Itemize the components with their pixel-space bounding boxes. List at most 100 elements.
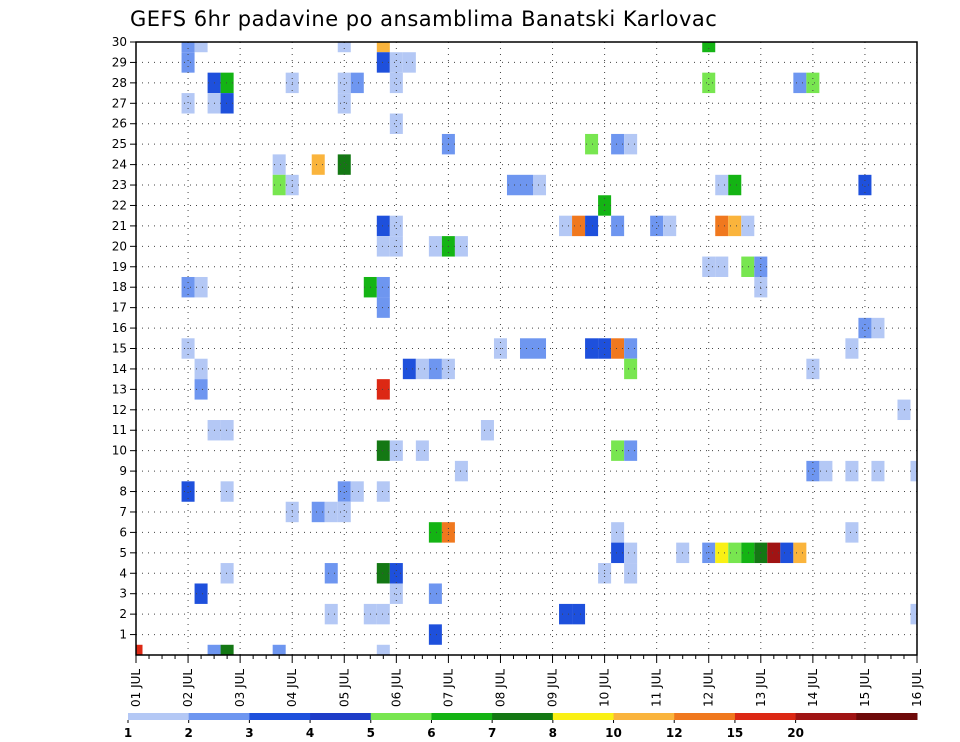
precip-cell bbox=[220, 644, 234, 655]
precip-cell bbox=[389, 563, 403, 584]
precip-cell bbox=[194, 583, 208, 604]
precip-cell bbox=[337, 481, 351, 502]
colorbar-swatch bbox=[370, 713, 432, 720]
precip-cell bbox=[806, 358, 820, 380]
precip-cell bbox=[624, 133, 638, 155]
precip-cell bbox=[428, 624, 442, 645]
precip-cell bbox=[389, 583, 403, 604]
precip-cell bbox=[337, 42, 351, 53]
colorbar-label: 15 bbox=[727, 726, 744, 740]
colorbar-label: 2 bbox=[185, 726, 193, 740]
precip-cell bbox=[806, 460, 820, 482]
precip-cell bbox=[611, 522, 625, 543]
precip-cell bbox=[311, 154, 325, 175]
x-tick-label: 08 JUL bbox=[493, 669, 507, 707]
colorbar-swatch bbox=[188, 713, 250, 720]
colorbar-swatch bbox=[431, 713, 493, 720]
colorbar-swatch bbox=[128, 713, 190, 720]
colorbar-swatch bbox=[552, 713, 615, 720]
precip-cell bbox=[376, 481, 390, 502]
precip-cell bbox=[376, 440, 390, 461]
colorbar-swatch bbox=[856, 713, 918, 720]
colorbar-swatch bbox=[734, 713, 797, 720]
precip-cell bbox=[845, 522, 859, 543]
colorbar-label: 1 bbox=[124, 726, 132, 740]
precip-cell bbox=[376, 42, 390, 53]
x-tick-label: 11 JUL bbox=[650, 669, 664, 707]
precip-cell bbox=[767, 542, 781, 564]
precip-cell bbox=[910, 603, 917, 625]
precip-cell bbox=[428, 522, 442, 543]
axes-layer: 1234567891011121314151617181920212223242… bbox=[112, 35, 924, 707]
precip-cell bbox=[376, 297, 390, 318]
precip-cell bbox=[624, 338, 638, 359]
precip-cell bbox=[728, 542, 742, 564]
x-tick-label: 14 JUL bbox=[806, 669, 820, 707]
x-tick-label: 09 JUL bbox=[546, 669, 560, 707]
y-tick-label: 19 bbox=[112, 260, 127, 274]
precip-cell bbox=[650, 215, 664, 237]
precip-cell bbox=[715, 174, 729, 196]
precip-cell bbox=[611, 133, 625, 155]
y-tick-label: 2 bbox=[119, 607, 127, 621]
precip-cell bbox=[702, 256, 716, 277]
precip-cell bbox=[272, 154, 286, 175]
colorbar-swatch bbox=[249, 713, 311, 720]
y-tick-label: 27 bbox=[112, 96, 127, 110]
y-tick-label: 23 bbox=[112, 178, 127, 192]
colorbar-label: 7 bbox=[488, 726, 496, 740]
y-tick-label: 13 bbox=[112, 382, 127, 396]
precip-cell bbox=[402, 358, 416, 380]
x-tick-label: 07 JUL bbox=[441, 669, 455, 707]
precip-cell bbox=[136, 644, 143, 655]
y-tick-label: 5 bbox=[119, 546, 127, 560]
y-tick-label: 21 bbox=[112, 219, 127, 233]
precip-cell bbox=[337, 501, 351, 523]
precip-cell bbox=[819, 460, 833, 482]
precip-cell bbox=[324, 501, 338, 523]
precip-cell bbox=[624, 542, 638, 564]
precip-cell bbox=[376, 603, 390, 625]
precip-cell bbox=[337, 72, 351, 94]
cells-layer bbox=[136, 42, 917, 655]
y-tick-label: 3 bbox=[119, 587, 127, 601]
x-tick-label: 05 JUL bbox=[337, 669, 351, 707]
precip-cell bbox=[897, 399, 911, 421]
x-tick-label: 12 JUL bbox=[702, 669, 716, 707]
precip-cell bbox=[376, 644, 390, 655]
precip-cell bbox=[389, 113, 403, 134]
precip-cell bbox=[715, 215, 729, 237]
precip-cell bbox=[910, 460, 917, 482]
y-tick-label: 1 bbox=[119, 628, 127, 642]
colorbar-swatch bbox=[492, 713, 554, 720]
precip-cell bbox=[533, 338, 547, 359]
colorbar-label: 8 bbox=[549, 726, 557, 740]
y-tick-label: 20 bbox=[112, 239, 127, 253]
precip-cell bbox=[337, 154, 351, 175]
colorbar-swatch bbox=[674, 713, 736, 720]
y-tick-label: 6 bbox=[119, 525, 127, 539]
precip-cell bbox=[728, 215, 742, 237]
y-tick-label: 29 bbox=[112, 55, 127, 69]
colorbar-label: 10 bbox=[605, 726, 622, 740]
precip-cell bbox=[845, 338, 859, 359]
y-tick-label: 28 bbox=[112, 76, 127, 90]
precip-cell bbox=[480, 420, 494, 441]
x-tick-label: 10 JUL bbox=[598, 669, 612, 707]
precip-cell bbox=[389, 72, 403, 94]
y-tick-label: 17 bbox=[112, 301, 127, 315]
y-tick-label: 12 bbox=[112, 403, 127, 417]
x-tick-label: 04 JUL bbox=[285, 669, 299, 707]
precip-cell bbox=[324, 603, 338, 625]
precip-cell bbox=[559, 215, 573, 237]
precip-cell bbox=[376, 276, 390, 298]
colorbar-label: 6 bbox=[427, 726, 435, 740]
precip-cell bbox=[428, 236, 442, 257]
precip-cell bbox=[272, 174, 286, 196]
precip-cell bbox=[194, 276, 208, 298]
precip-cell bbox=[533, 174, 547, 196]
precip-cell bbox=[324, 563, 338, 584]
colorbar: 1 2 3 4 5 6 7 8 10 12 15 20 bbox=[124, 713, 918, 740]
precip-cell bbox=[376, 379, 390, 400]
